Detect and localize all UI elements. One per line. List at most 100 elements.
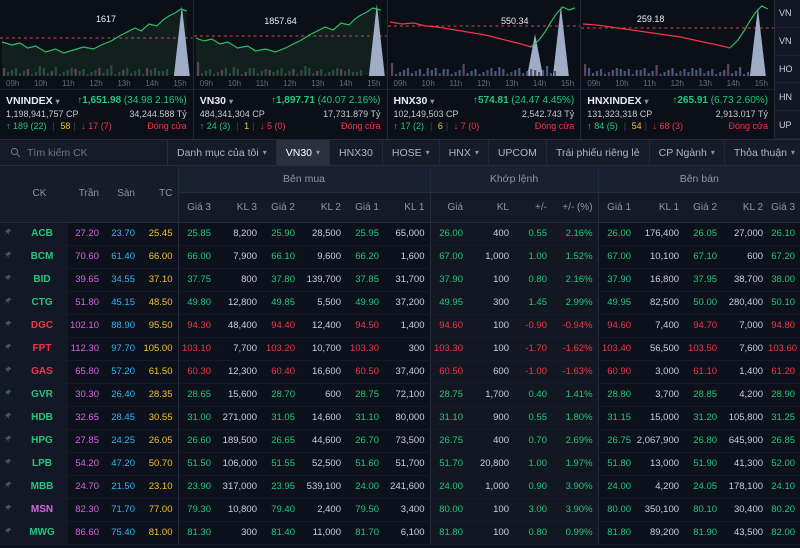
side-strip-item[interactable]: VN xyxy=(775,28,800,56)
sell-volume-1[interactable]: 350,100 xyxy=(636,498,685,522)
buy-price-2[interactable]: 26.65 xyxy=(262,429,300,453)
sell-price-2[interactable]: 94.70 xyxy=(684,314,723,338)
change-percent[interactable]: 2.69% xyxy=(552,429,599,453)
buy-price-1[interactable]: 94.50 xyxy=(346,314,384,338)
buy-volume-3[interactable]: 15,600 xyxy=(216,383,262,407)
tab-upcom[interactable]: UPCOM▾ xyxy=(489,140,547,165)
tab-sector-stocks[interactable]: CP Ngành ▾ xyxy=(650,140,725,165)
buy-price-3[interactable]: 81.30 xyxy=(178,521,216,545)
sell-price-2[interactable]: 26.05 xyxy=(684,222,723,246)
side-strip-item[interactable]: HO xyxy=(775,56,800,84)
buy-price-2[interactable]: 60.40 xyxy=(262,360,300,384)
change-value[interactable]: -1.00 xyxy=(514,360,552,384)
ceiling-price[interactable]: 27.85 xyxy=(68,429,104,453)
buy-volume-1[interactable]: 241,600 xyxy=(384,475,431,499)
sell-volume-1[interactable]: 56,500 xyxy=(636,337,685,361)
tab-vn30[interactable]: VN30 ▾ xyxy=(276,140,331,165)
buy-price-3[interactable]: 28.65 xyxy=(178,383,216,407)
matched-volume[interactable]: 400 xyxy=(468,222,514,246)
buy-price-3[interactable]: 31.00 xyxy=(178,406,216,430)
ceiling-price[interactable]: 30.30 xyxy=(68,383,104,407)
change-percent[interactable]: 3.90% xyxy=(552,475,599,499)
buy-price-1[interactable]: 37.85 xyxy=(346,268,384,292)
buy-volume-2[interactable]: 28,500 xyxy=(300,222,346,246)
sell-volume-2[interactable]: 7,000 xyxy=(722,314,769,338)
buy-price-3[interactable]: 94.30 xyxy=(178,314,216,338)
matched-volume[interactable]: 100 xyxy=(468,521,514,545)
change-value[interactable]: 1.00 xyxy=(514,245,552,269)
buy-volume-1[interactable]: 51,700 xyxy=(384,452,431,476)
buy-volume-2[interactable]: 11,000 xyxy=(300,521,346,545)
change-value[interactable]: 1.00 xyxy=(514,452,552,476)
floor-price[interactable]: 71.70 xyxy=(104,498,140,522)
buy-volume-2[interactable]: 10,700 xyxy=(300,337,346,361)
sell-price-2[interactable]: 61.10 xyxy=(684,360,723,384)
matched-price[interactable]: 80.00 xyxy=(430,498,468,522)
sell-volume-2[interactable]: 1,400 xyxy=(722,360,769,384)
buy-volume-3[interactable]: 12,300 xyxy=(216,360,262,384)
tab-hnx30[interactable]: HNX30▾ xyxy=(330,140,383,165)
search-input[interactable] xyxy=(27,146,157,159)
matched-volume[interactable]: 600 xyxy=(468,360,514,384)
buy-price-3[interactable]: 60.30 xyxy=(178,360,216,384)
buy-volume-3[interactable]: 800 xyxy=(216,268,262,292)
pin-button[interactable] xyxy=(0,521,16,545)
change-value[interactable]: 0.80 xyxy=(514,521,552,545)
change-value[interactable]: 0.55 xyxy=(514,406,552,430)
sell-price-3[interactable]: 50.10 xyxy=(768,291,800,315)
buy-volume-2[interactable]: 52,500 xyxy=(300,452,346,476)
matched-price[interactable]: 103.30 xyxy=(430,337,468,361)
sell-volume-1[interactable]: 13,000 xyxy=(636,452,685,476)
sell-volume-2[interactable]: 27,000 xyxy=(722,222,769,246)
buy-price-2[interactable]: 81.40 xyxy=(262,521,300,545)
ceiling-price[interactable]: 102.10 xyxy=(68,314,104,338)
buy-volume-1[interactable]: 72,100 xyxy=(384,383,431,407)
reference-price[interactable]: 61.50 xyxy=(140,360,179,384)
buy-price-1[interactable]: 31.10 xyxy=(346,406,384,430)
change-percent[interactable]: -0.94% xyxy=(552,314,599,338)
buy-price-2[interactable]: 94.40 xyxy=(262,314,300,338)
sell-price-2[interactable]: 31.20 xyxy=(684,406,723,430)
change-percent[interactable]: 1.97% xyxy=(552,452,599,476)
ceiling-price[interactable]: 70.60 xyxy=(68,245,104,269)
reference-price[interactable]: 95.50 xyxy=(140,314,179,338)
buy-price-1[interactable]: 25.95 xyxy=(346,222,384,246)
sell-price-1[interactable]: 80.00 xyxy=(598,498,637,522)
matched-price[interactable]: 37.90 xyxy=(430,268,468,292)
sell-price-3[interactable]: 67.20 xyxy=(768,245,800,269)
ceiling-price[interactable]: 27.20 xyxy=(68,222,104,246)
ceiling-price[interactable]: 54.20 xyxy=(68,452,104,476)
change-percent[interactable]: -1.62% xyxy=(552,337,599,361)
matched-price[interactable]: 31.10 xyxy=(430,406,468,430)
ticker-cell[interactable]: DGC xyxy=(16,314,68,338)
index-name[interactable]: HNX30 ▾ xyxy=(393,94,435,107)
matched-volume[interactable]: 1,700 xyxy=(468,383,514,407)
buy-price-3[interactable]: 66.00 xyxy=(178,245,216,269)
ticker-cell[interactable]: BID xyxy=(16,268,68,292)
reference-price[interactable]: 28.35 xyxy=(140,383,179,407)
buy-price-3[interactable]: 49.80 xyxy=(178,291,216,315)
sell-volume-1[interactable]: 89,200 xyxy=(636,521,685,545)
ceiling-price[interactable]: 51.80 xyxy=(68,291,104,315)
sell-volume-1[interactable]: 82,500 xyxy=(636,291,685,315)
sell-volume-2[interactable]: 600 xyxy=(722,245,769,269)
sell-volume-2[interactable]: 43,500 xyxy=(722,521,769,545)
floor-price[interactable]: 61.40 xyxy=(104,245,140,269)
matched-price[interactable]: 60.50 xyxy=(430,360,468,384)
sell-volume-1[interactable]: 176,400 xyxy=(636,222,685,246)
sell-volume-1[interactable]: 16,800 xyxy=(636,268,685,292)
buy-volume-2[interactable]: 44,600 xyxy=(300,429,346,453)
sell-price-1[interactable]: 103.40 xyxy=(598,337,637,361)
buy-price-2[interactable]: 28.70 xyxy=(262,383,300,407)
sell-price-2[interactable]: 51.90 xyxy=(684,452,723,476)
buy-price-2[interactable]: 25.90 xyxy=(262,222,300,246)
sell-price-3[interactable]: 28.90 xyxy=(768,383,800,407)
buy-volume-2[interactable]: 600 xyxy=(300,383,346,407)
pin-button[interactable] xyxy=(0,337,16,361)
buy-volume-1[interactable]: 31,700 xyxy=(384,268,431,292)
ticker-cell[interactable]: LPB xyxy=(16,452,68,476)
sell-price-2[interactable]: 81.90 xyxy=(684,521,723,545)
buy-price-3[interactable]: 79.30 xyxy=(178,498,216,522)
change-value[interactable]: 3.00 xyxy=(514,498,552,522)
matched-price[interactable]: 26.75 xyxy=(430,429,468,453)
